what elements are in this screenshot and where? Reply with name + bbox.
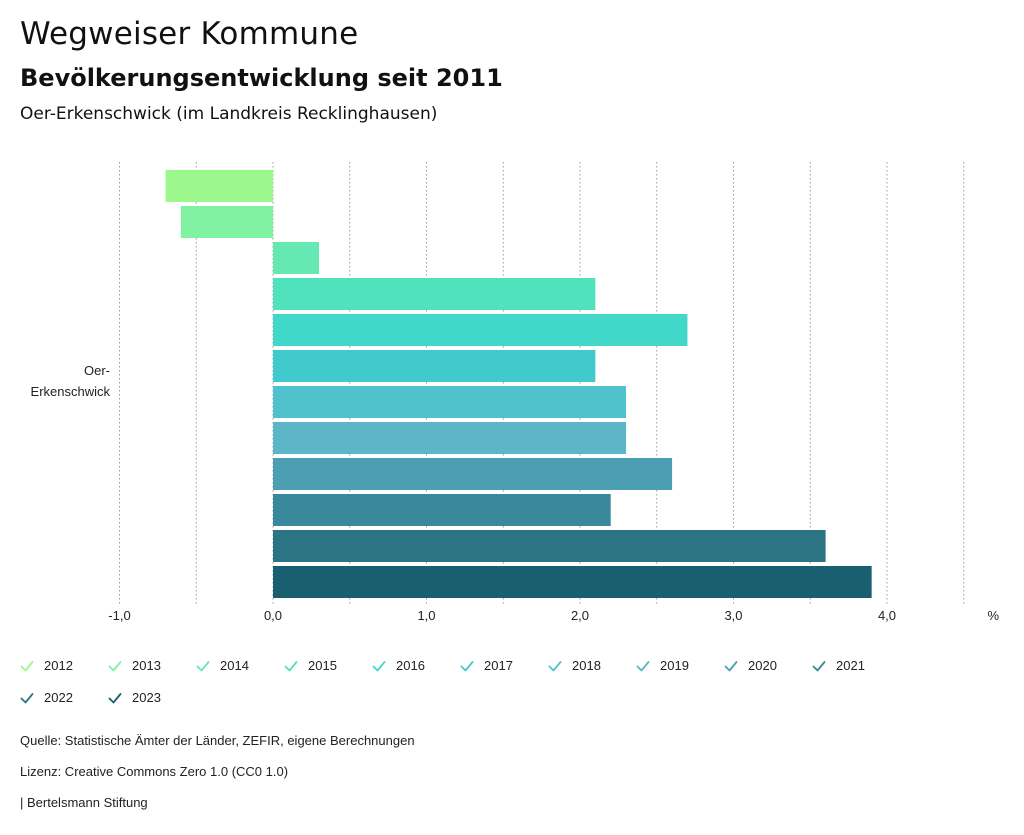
x-unit-label: %	[987, 608, 999, 623]
check-icon	[108, 692, 122, 703]
legend-label: 2021	[836, 658, 865, 673]
x-tick-label: 1,0	[417, 608, 435, 623]
x-tick-label: -1,0	[108, 608, 130, 623]
legend-item-2020[interactable]: 2020	[724, 658, 777, 673]
check-icon	[460, 660, 474, 671]
check-icon	[20, 660, 34, 671]
legend-label: 2019	[660, 658, 689, 673]
check-icon	[636, 660, 650, 671]
license-note: Lizenz: Creative Commons Zero 1.0 (CC0 1…	[20, 764, 289, 779]
region-label: Oer-Erkenschwick (im Landkreis Recklingh…	[20, 104, 438, 124]
check-icon	[724, 660, 738, 671]
legend-item-2021[interactable]: 2021	[812, 658, 865, 673]
legend-label: 2017	[484, 658, 513, 673]
legend-item-2012[interactable]: 2012	[20, 658, 73, 673]
bar-2012	[165, 170, 273, 202]
bar-2014	[273, 242, 320, 274]
legend-label: 2023	[132, 690, 161, 705]
legend-item-2017[interactable]: 2017	[460, 658, 513, 673]
legend-label: 2020	[748, 658, 777, 673]
legend-label: 2015	[308, 658, 337, 673]
bar-2023	[273, 566, 872, 598]
bar-chart: -1,0 0,0 1,0 2,0 3,0 4,0 % Oer-Erkenschwick	[31, 162, 999, 623]
source-note: Quelle: Statistische Ämter der Länder, Z…	[20, 733, 415, 748]
check-icon	[548, 660, 562, 671]
publisher-note: | Bertelsmann Stiftung	[20, 795, 148, 810]
check-icon	[108, 660, 122, 671]
bar-2016	[273, 314, 688, 346]
legend-item-2015[interactable]: 2015	[284, 658, 337, 673]
legend-label: 2018	[572, 658, 601, 673]
legend-label: 2014	[220, 658, 249, 673]
bar-2018	[273, 386, 627, 418]
legend-label: 2012	[44, 658, 73, 673]
x-tick-label: 0,0	[264, 608, 282, 623]
x-tick-label: 2,0	[571, 608, 589, 623]
bar-2013	[180, 206, 273, 238]
check-icon	[372, 660, 386, 671]
legend-label: 2013	[132, 658, 161, 673]
bar-2020	[273, 458, 673, 490]
x-tick-label: 4,0	[878, 608, 896, 623]
legend-item-2016[interactable]: 2016	[372, 658, 425, 673]
check-icon	[284, 660, 298, 671]
bar-2019	[273, 422, 627, 454]
check-icon	[812, 660, 826, 671]
legend-item-2014[interactable]: 2014	[196, 658, 249, 673]
legend-item-2013[interactable]: 2013	[108, 658, 161, 673]
bar-2022	[273, 530, 826, 562]
check-icon	[20, 692, 34, 703]
legend-item-2023[interactable]: 2023	[108, 690, 161, 705]
legend-item-2019[interactable]: 2019	[636, 658, 689, 673]
legend-label: 2022	[44, 690, 73, 705]
legend-label: 2016	[396, 658, 425, 673]
bar-2017	[273, 350, 596, 382]
bar-2021	[273, 494, 611, 526]
legend-item-2018[interactable]: 2018	[548, 658, 601, 673]
chart-title: Wegweiser Kommune	[20, 16, 359, 52]
check-icon	[196, 660, 210, 671]
chart-subtitle: Bevölkerungsentwicklung seit 2011	[20, 64, 503, 92]
legend-item-2022[interactable]: 2022	[20, 690, 73, 705]
x-tick-label: 3,0	[724, 608, 742, 623]
category-label: Oer-Erkenschwick	[31, 363, 111, 399]
bar-2015	[273, 278, 596, 310]
